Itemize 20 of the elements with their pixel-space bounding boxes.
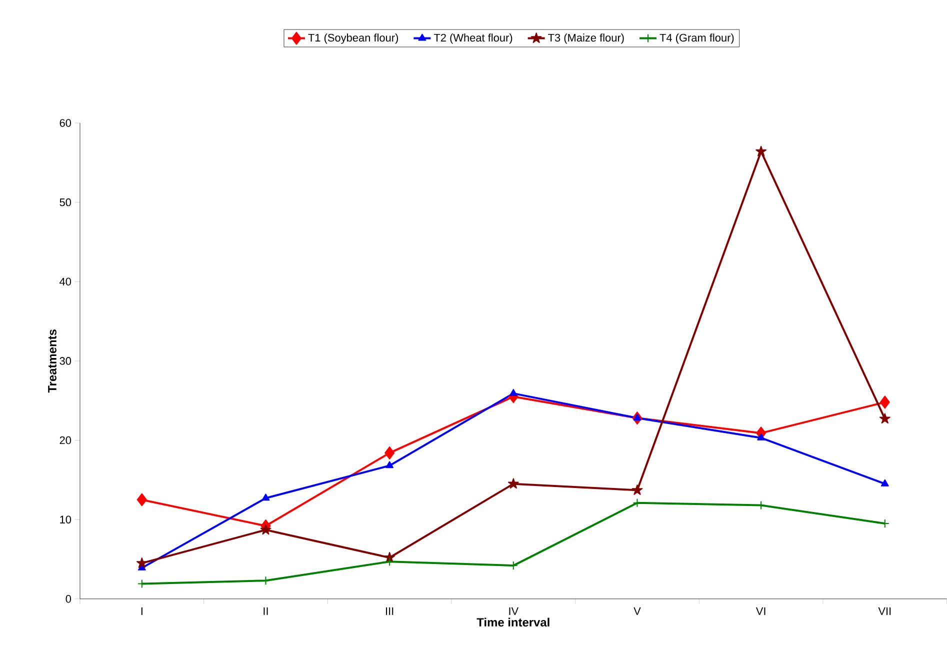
x-tick-label: I xyxy=(141,607,142,615)
x-tick-label: III xyxy=(386,607,394,615)
x-tick-label: VII xyxy=(878,607,891,615)
y-tick-label: 40 xyxy=(60,278,72,286)
y-tick-label: 50 xyxy=(60,198,72,206)
x-axis-title: Time interval xyxy=(476,618,550,627)
legend-label: T2 (Wheat flour) xyxy=(434,34,512,44)
legend-label: T3 (Maize flour) xyxy=(548,34,624,44)
x-tick-label: II xyxy=(264,607,268,615)
legend-label: T4 (Gram flour) xyxy=(660,34,734,44)
x-tick-label: V xyxy=(634,607,641,615)
x-tick-label: VI xyxy=(756,607,766,615)
y-tick-label: 20 xyxy=(60,436,72,444)
y-axis-title: Treatments xyxy=(48,330,56,393)
y-tick-label: 30 xyxy=(60,357,72,365)
y-tick-label: 60 xyxy=(60,119,72,127)
y-tick-label: 10 xyxy=(60,516,72,524)
legend-label: T1 (Soybean flour) xyxy=(308,34,398,44)
y-tick-label: 0 xyxy=(66,595,72,603)
x-tick-label: IV xyxy=(509,607,519,615)
